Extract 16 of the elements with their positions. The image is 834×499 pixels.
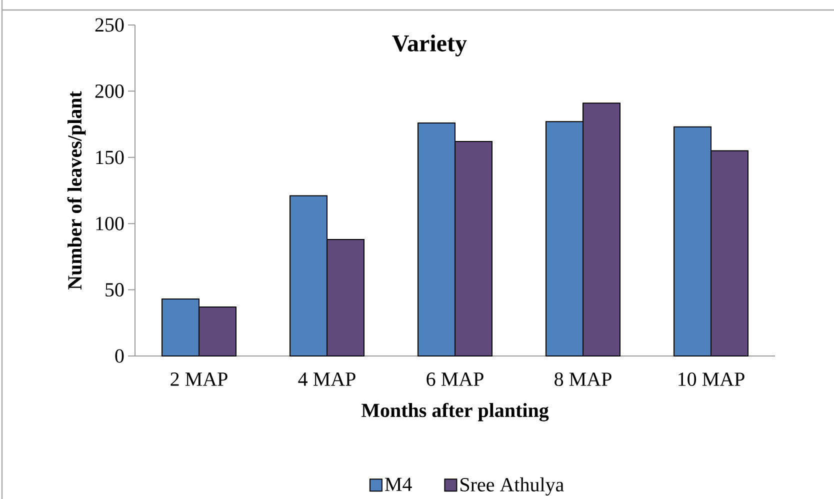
x-axis-title: Months after planting — [361, 402, 549, 422]
legend-label: Sree Athulya — [460, 477, 564, 496]
y-tick-label: 0 — [115, 349, 124, 363]
x-tick-label: 4 MAP — [298, 372, 356, 386]
chart-title: Variety — [392, 34, 467, 56]
x-tick-label: 10 MAP — [678, 372, 744, 386]
y-tick-label: 50 — [106, 283, 124, 297]
y-tick-label: 200 — [95, 84, 124, 98]
y-tick-label: 150 — [96, 150, 124, 164]
x-tick-label: 8 MAP — [554, 372, 612, 386]
y-axis-title: Number of leaves/plant — [67, 91, 86, 290]
x-tick-label: 2 MAP — [170, 372, 228, 386]
y-tick-label: 250 — [95, 18, 124, 32]
x-tick-label: 6 MAP — [426, 372, 484, 386]
legend-label: M4 — [385, 478, 412, 491]
y-tick-label: 100 — [96, 216, 124, 230]
